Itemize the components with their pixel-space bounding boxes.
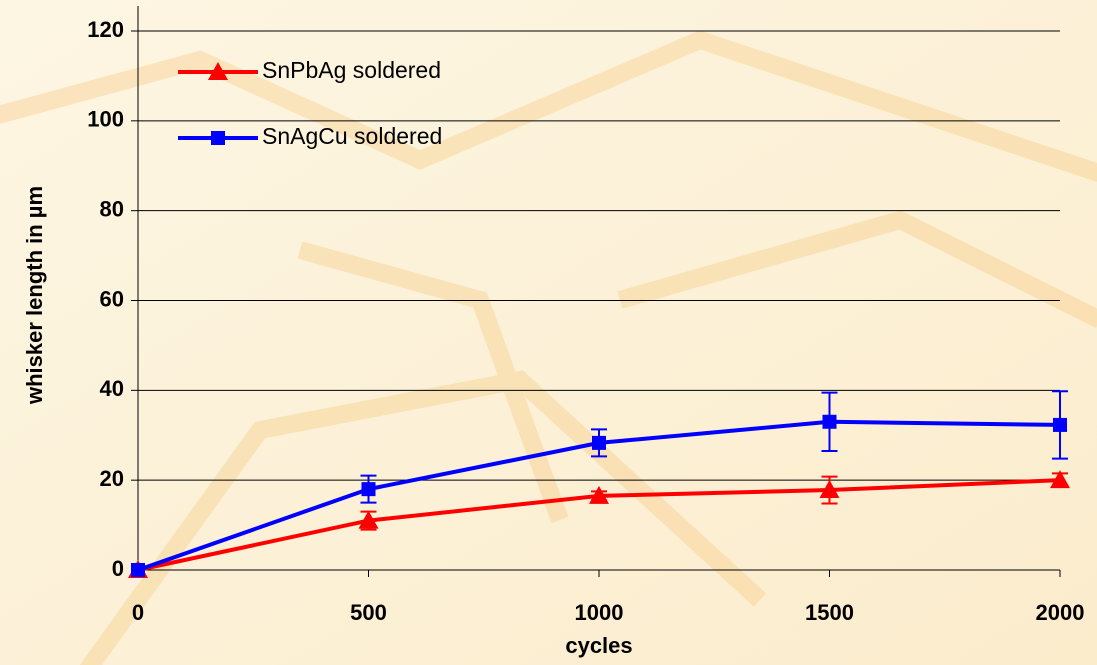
y-axis-title: whisker length in µm — [22, 186, 47, 405]
y-tick-label: 20 — [100, 466, 124, 491]
chart: whisker length in µm cycles 0 20 40 60 80 100… — [0, 0, 1097, 665]
y-tick-label: 0 — [112, 556, 124, 581]
marker — [362, 482, 376, 496]
x-tick-label: 1500 — [805, 600, 854, 625]
y-tick-label: 60 — [100, 286, 124, 311]
y-tick-label: 100 — [87, 107, 124, 132]
y-tick-label: 80 — [100, 196, 124, 221]
x-tick-label: 1000 — [575, 600, 624, 625]
marker — [211, 131, 225, 145]
marker — [592, 436, 606, 450]
legend-label: SnPbAg soldered — [262, 57, 441, 83]
x-tick-label: 500 — [350, 600, 387, 625]
marker — [1053, 418, 1067, 432]
y-tick-label: 120 — [87, 17, 124, 42]
legend-label: SnAgCu soldered — [262, 123, 442, 149]
marker — [823, 415, 837, 429]
marker — [131, 563, 145, 577]
x-tick-label: 0 — [132, 600, 144, 625]
x-axis-title: cycles — [565, 633, 632, 658]
x-tick-label: 2000 — [1036, 600, 1085, 625]
y-tick-label: 40 — [100, 376, 124, 401]
